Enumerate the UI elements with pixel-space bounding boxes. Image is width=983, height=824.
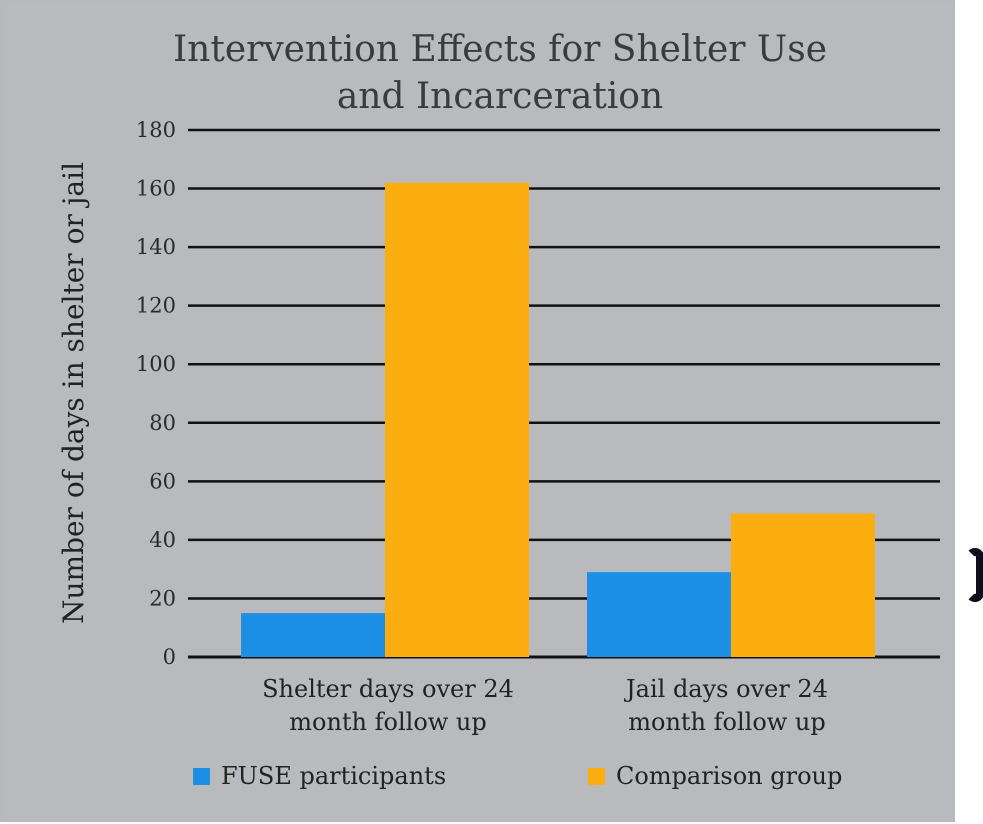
legend-label: Comparison group bbox=[616, 762, 842, 790]
legend-label: FUSE participants bbox=[221, 762, 446, 790]
x-category-label: month follow up bbox=[628, 708, 826, 736]
y-tick-label: 40 bbox=[149, 528, 176, 552]
y-tick-label: 100 bbox=[136, 352, 176, 376]
y-tick-label: 80 bbox=[149, 411, 176, 435]
legend-swatch bbox=[193, 768, 210, 785]
chart-title-line-1: Intervention Effects for Shelter Use bbox=[173, 29, 827, 70]
y-tick-label: 20 bbox=[149, 586, 176, 610]
y-tick-label: 120 bbox=[136, 294, 176, 318]
x-category-label: Shelter days over 24 bbox=[262, 675, 514, 703]
bar-comparison-group bbox=[731, 513, 875, 657]
edge-glyph bbox=[966, 548, 983, 602]
y-tick-label: 140 bbox=[136, 235, 176, 259]
y-tick-label: 160 bbox=[136, 177, 176, 201]
legend-swatch bbox=[588, 768, 605, 785]
y-tick-label: 0 bbox=[163, 645, 176, 669]
bar-fuse-participants bbox=[587, 572, 731, 657]
chart-title: Intervention Effects for Shelter Use and… bbox=[173, 29, 827, 117]
bar-fuse-participants bbox=[241, 613, 385, 657]
bar-comparison-group bbox=[385, 182, 529, 657]
chart: Intervention Effects for Shelter Use and… bbox=[57, 29, 940, 790]
chart-title-line-2: and Incarceration bbox=[337, 76, 663, 117]
y-tick-label: 60 bbox=[149, 469, 176, 493]
y-tick-label: 180 bbox=[136, 118, 176, 142]
x-category-label: month follow up bbox=[289, 708, 487, 736]
x-category-label: Jail days over 24 bbox=[623, 675, 828, 703]
y-axis-label: Number of days in shelter or jail bbox=[57, 162, 90, 624]
